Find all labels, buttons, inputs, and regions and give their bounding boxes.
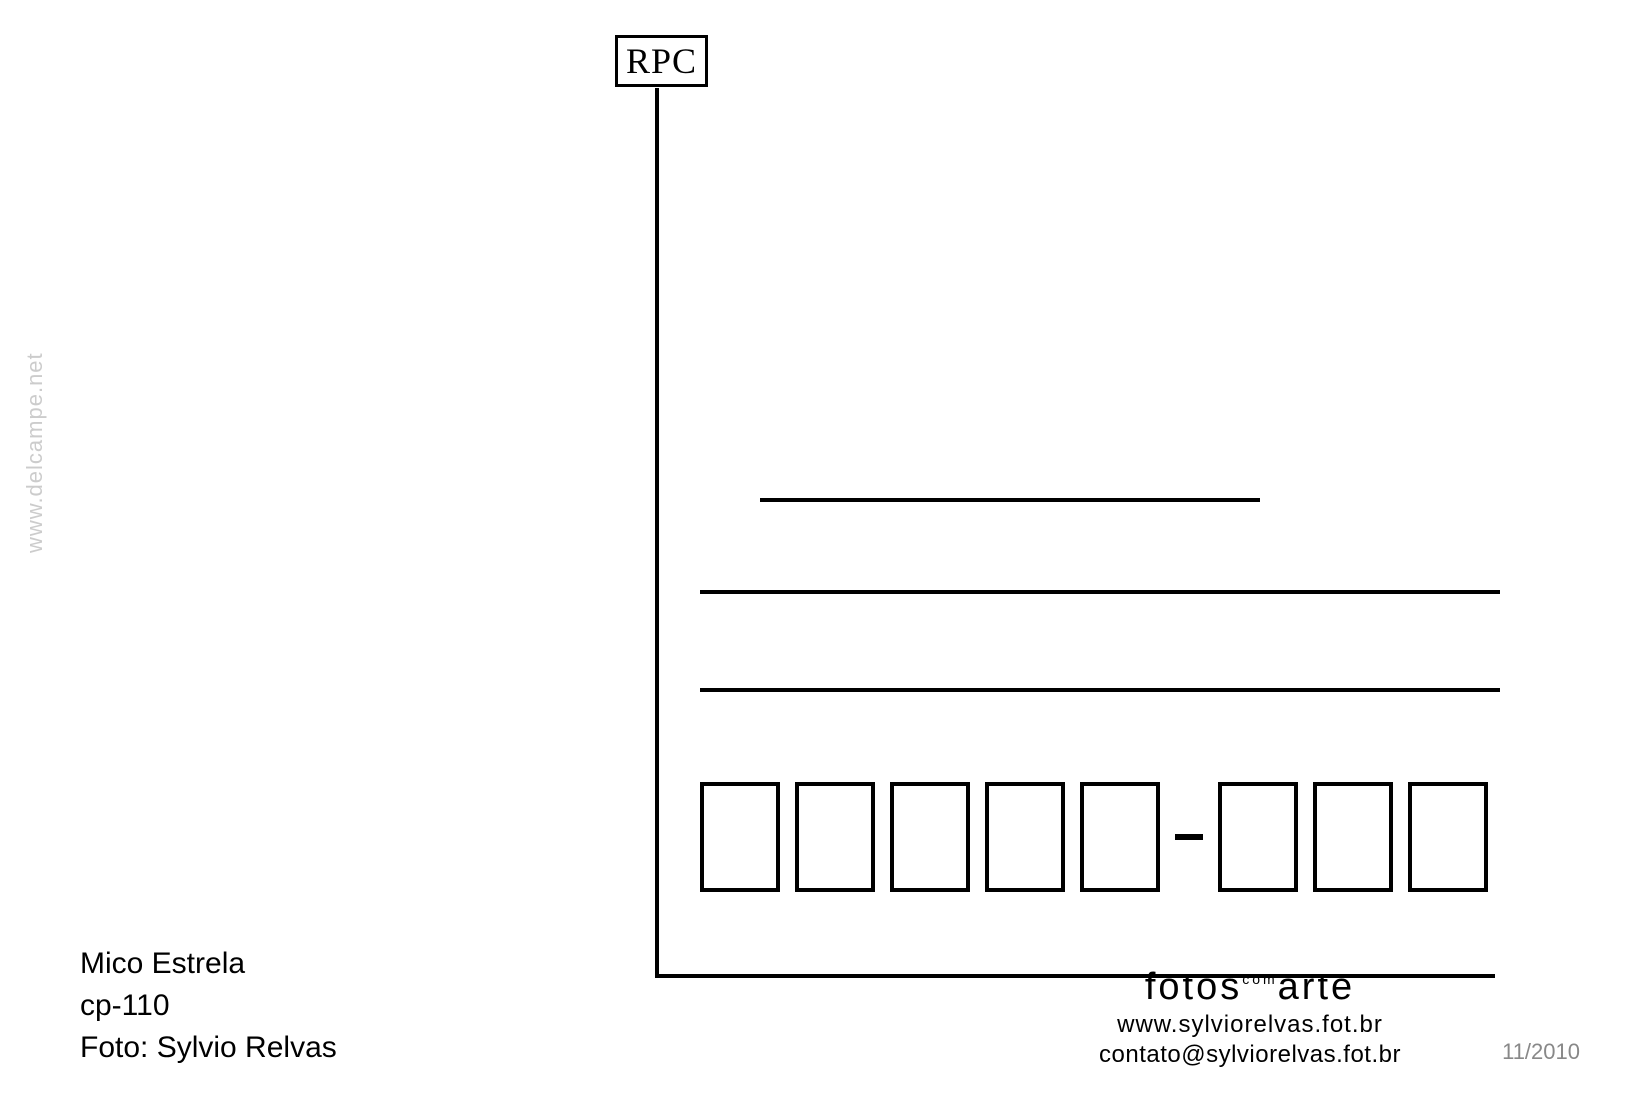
- brand-email: contato@sylviorelvas.fot.br: [1000, 1041, 1500, 1069]
- postal-code-boxes: [700, 782, 1488, 892]
- brand-url: www.sylviorelvas.fot.br: [1000, 1011, 1500, 1039]
- postal-box: [700, 782, 780, 892]
- caption-block: Mico Estrela cp-110 Foto: Sylvio Relvas: [80, 943, 337, 1069]
- brand-part1: fotos: [1145, 966, 1242, 1008]
- postal-dash: [1175, 834, 1203, 840]
- postal-box: [1313, 782, 1393, 892]
- postal-box: [1408, 782, 1488, 892]
- brand-name: fotoscomarte: [1000, 966, 1500, 1009]
- caption-title: Mico Estrela: [80, 943, 337, 985]
- address-line-2: [700, 590, 1500, 594]
- brand-part2: arte: [1278, 966, 1355, 1008]
- postal-box: [985, 782, 1065, 892]
- rpc-box: RPC: [615, 35, 708, 87]
- watermark-text: www.delcampe.net: [22, 352, 48, 553]
- footer-brand: fotoscomarte www.sylviorelvas.fot.br con…: [1000, 966, 1500, 1069]
- caption-credit: Foto: Sylvio Relvas: [80, 1027, 337, 1069]
- postal-box: [1080, 782, 1160, 892]
- postal-box: [890, 782, 970, 892]
- address-line-3: [700, 688, 1500, 692]
- postal-box: [1218, 782, 1298, 892]
- address-line-1: [760, 498, 1260, 502]
- caption-code: cp-110: [80, 985, 337, 1027]
- postal-box: [795, 782, 875, 892]
- divider-vertical: [655, 88, 659, 978]
- brand-com: com: [1242, 971, 1277, 987]
- date-code: 11/2010: [1502, 1039, 1580, 1065]
